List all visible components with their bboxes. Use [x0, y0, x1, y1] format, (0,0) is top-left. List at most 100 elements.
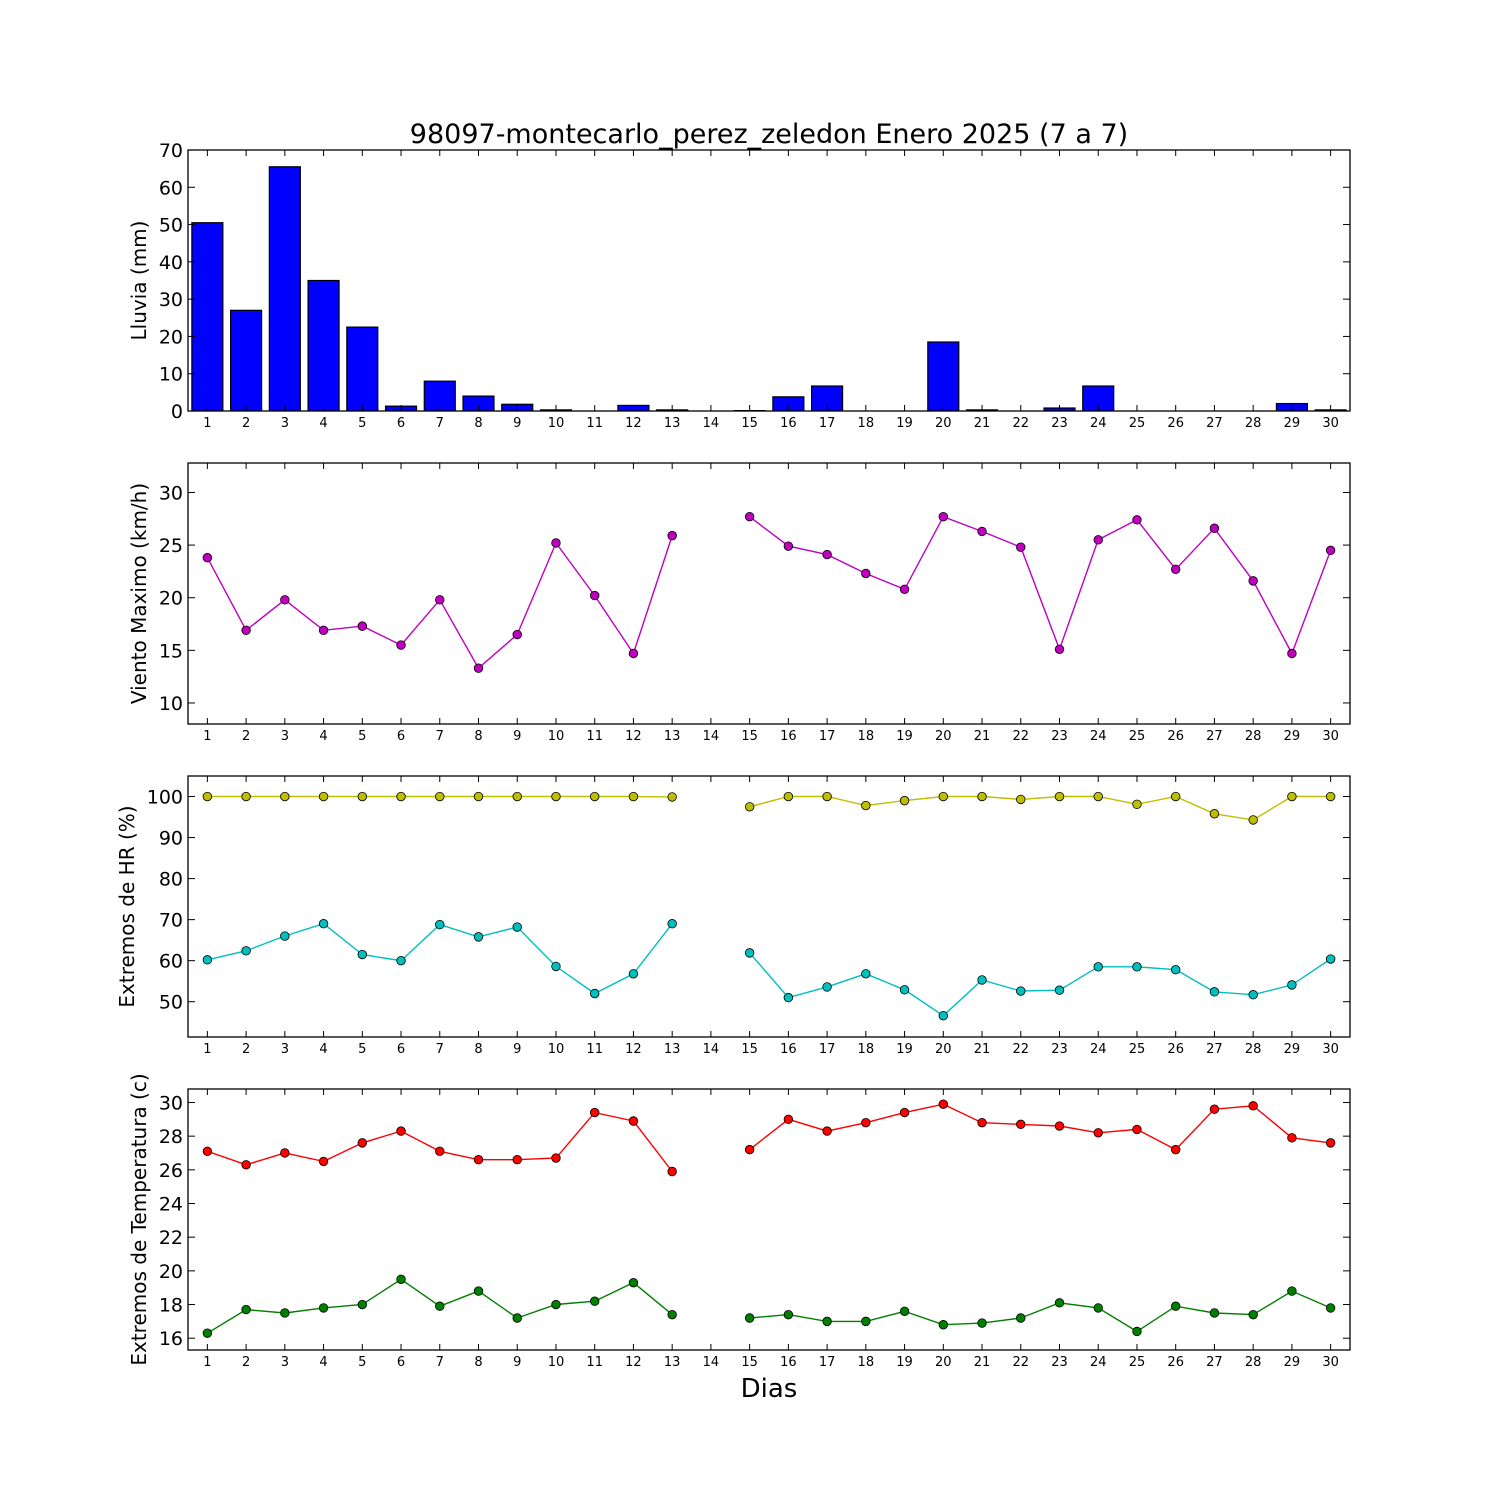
xtick-label: 4	[319, 416, 327, 431]
point-series-1-day-6	[396, 1126, 406, 1136]
point-series-2-day-2	[241, 1304, 251, 1315]
xtick-label: 4	[319, 1042, 327, 1057]
xtick-label: 15	[741, 416, 758, 431]
panel-3-marks	[202, 791, 1336, 1021]
xtick-label: 21	[974, 729, 991, 744]
point-series-1-day-30	[1325, 545, 1336, 556]
point-series-1-day-25	[1132, 799, 1142, 810]
point-series-1-day-12	[628, 648, 639, 659]
point-series-1-day-5	[357, 621, 368, 631]
xtick-label: 26	[1167, 729, 1184, 744]
bar-day-5	[346, 326, 379, 411]
point-series-1-day-9	[512, 629, 522, 640]
xtick-label: 15	[741, 1355, 758, 1370]
point-series-1-day-21	[977, 1117, 987, 1128]
xtick-label: 16	[780, 729, 797, 744]
xtick-label: 17	[819, 1355, 836, 1370]
point-series-2-day-16	[783, 992, 794, 1003]
point-series-2-day-11	[590, 988, 600, 999]
xtick-label: 18	[858, 1042, 875, 1057]
series-1-line-2	[749, 795, 1331, 821]
chart-title: 98097-montecarlo_perez_zeledon Enero 202…	[410, 119, 1128, 150]
xtick-label: 5	[358, 416, 366, 431]
xtick-label: 22	[1012, 1042, 1029, 1057]
xtick-label: 1	[203, 1042, 211, 1057]
xtick-label: 10	[548, 1355, 565, 1370]
point-series-1-day-17	[822, 791, 832, 802]
point-series-2-day-21	[977, 975, 987, 985]
point-series-1-day-22	[1016, 542, 1026, 552]
xtick-label: 19	[896, 1042, 913, 1057]
point-series-1-day-20	[938, 511, 949, 522]
point-series-1-day-20	[938, 791, 949, 802]
point-series-1-day-11	[590, 1107, 600, 1118]
point-series-1-day-1	[202, 791, 213, 802]
xtick-label: 12	[625, 416, 642, 431]
xtick-label: 26	[1167, 1355, 1184, 1370]
xtick-label: 30	[1322, 1355, 1339, 1370]
point-series-1-day-15	[744, 511, 755, 522]
xtick-label: 16	[780, 1355, 797, 1370]
xtick-label: 18	[858, 729, 875, 744]
xtick-label: 8	[474, 416, 482, 431]
bar-day-2	[230, 309, 263, 411]
ytick-label: 10	[159, 364, 183, 386]
point-series-1-day-3	[280, 791, 290, 802]
xtick-label: 13	[664, 1355, 681, 1370]
point-series-1-day-1	[202, 553, 213, 563]
point-series-2-day-10	[551, 1299, 561, 1310]
point-series-1-day-30	[1325, 1138, 1336, 1148]
point-series-1-day-17	[822, 549, 832, 560]
point-series-2-day-30	[1325, 1303, 1336, 1313]
xtick-label: 14	[703, 1355, 720, 1370]
point-series-1-day-21	[977, 526, 987, 537]
point-series-1-day-26	[1170, 791, 1181, 802]
point-series-2-day-12	[628, 969, 639, 979]
xtick-label: 27	[1206, 1355, 1223, 1370]
point-series-1-day-28	[1248, 576, 1258, 586]
ytick-label: 22	[159, 1227, 183, 1249]
ytick-label: 20	[159, 1261, 183, 1283]
point-series-1-day-29	[1287, 648, 1297, 659]
point-series-1-day-24	[1093, 535, 1103, 545]
point-series-1-day-29	[1287, 1133, 1297, 1143]
xtick-label: 17	[819, 416, 836, 431]
xtick-label: 9	[513, 416, 521, 431]
point-series-1-day-16	[783, 1114, 794, 1125]
point-series-2-day-9	[512, 922, 522, 932]
point-series-2-day-18	[861, 969, 871, 979]
xtick-label: 11	[586, 1042, 603, 1057]
xtick-label: 29	[1284, 1042, 1301, 1057]
xtick-label: 25	[1129, 1355, 1146, 1370]
ytick-label: 10	[159, 693, 183, 715]
xtick-label: 14	[703, 416, 720, 431]
point-series-1-day-25	[1132, 515, 1142, 525]
point-series-1-day-18	[861, 568, 871, 579]
xtick-label: 1	[203, 416, 211, 431]
xtick-label: 3	[281, 1042, 289, 1057]
point-series-1-day-25	[1132, 1124, 1142, 1135]
point-series-2-day-13	[667, 919, 677, 929]
series-2-line-1	[207, 922, 673, 995]
point-series-1-day-8	[473, 791, 484, 802]
ytick-label: 30	[159, 482, 183, 504]
point-series-1-day-10	[551, 538, 561, 548]
xtick-label: 28	[1245, 1042, 1262, 1057]
point-series-1-day-26	[1170, 1144, 1181, 1155]
point-series-1-day-27	[1209, 809, 1220, 819]
point-series-2-day-27	[1209, 1308, 1220, 1318]
point-series-2-day-26	[1170, 1301, 1181, 1311]
point-series-2-day-4	[318, 919, 329, 929]
point-series-1-day-28	[1248, 815, 1258, 825]
xtick-label: 16	[780, 416, 797, 431]
panel-3-ylabel: Extremos de HR (%)	[115, 805, 139, 1007]
point-series-2-day-15	[744, 948, 755, 958]
point-series-1-day-16	[783, 791, 794, 802]
xtick-label: 11	[586, 1355, 603, 1370]
point-series-1-day-1	[202, 1146, 213, 1157]
xtick-label: 1	[203, 1355, 211, 1370]
